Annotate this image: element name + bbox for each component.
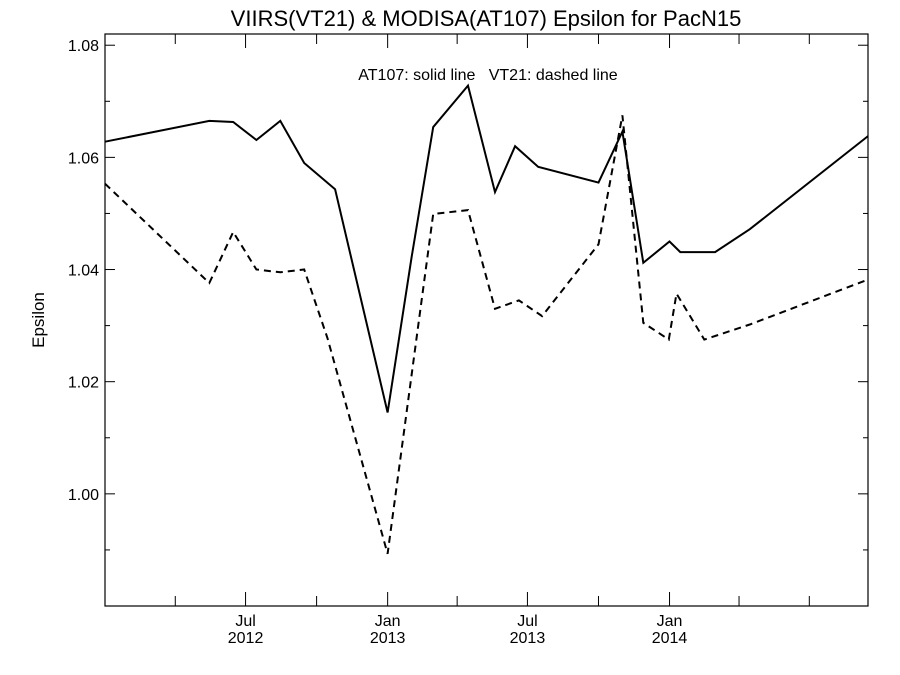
x-tick-year-label: 2014	[652, 630, 688, 647]
x-tick-month-label: Jul	[235, 613, 255, 630]
axis-tick-labels: 1.001.021.041.061.08Jul2012Jan2013Jul201…	[68, 38, 688, 647]
x-tick-month-label: Jul	[517, 613, 537, 630]
x-tick-month-label: Jan	[657, 613, 683, 630]
y-axis-label: Epsilon	[29, 292, 48, 348]
y-tick-label: 1.08	[68, 38, 99, 55]
legend-annotation: AT107: solid line VT21: dashed line	[358, 67, 618, 84]
x-tick-year-label: 2012	[228, 630, 264, 647]
series-line-vt21	[104, 115, 869, 555]
y-tick-label: 1.06	[68, 150, 99, 167]
y-tick-label: 1.04	[68, 263, 99, 280]
series-line-at107	[104, 83, 869, 413]
plot-frame	[104, 33, 869, 607]
chart-title: VIIRS(VT21) & MODISA(AT107) Epsilon for …	[231, 6, 742, 31]
y-tick-label: 1.00	[68, 487, 99, 504]
y-tick-label: 1.02	[68, 375, 99, 392]
series-layer	[104, 83, 869, 555]
x-tick-month-label: Jan	[375, 613, 401, 630]
axis-ticks	[105, 34, 868, 606]
x-tick-year-label: 2013	[370, 630, 406, 647]
x-tick-year-label: 2013	[510, 630, 546, 647]
